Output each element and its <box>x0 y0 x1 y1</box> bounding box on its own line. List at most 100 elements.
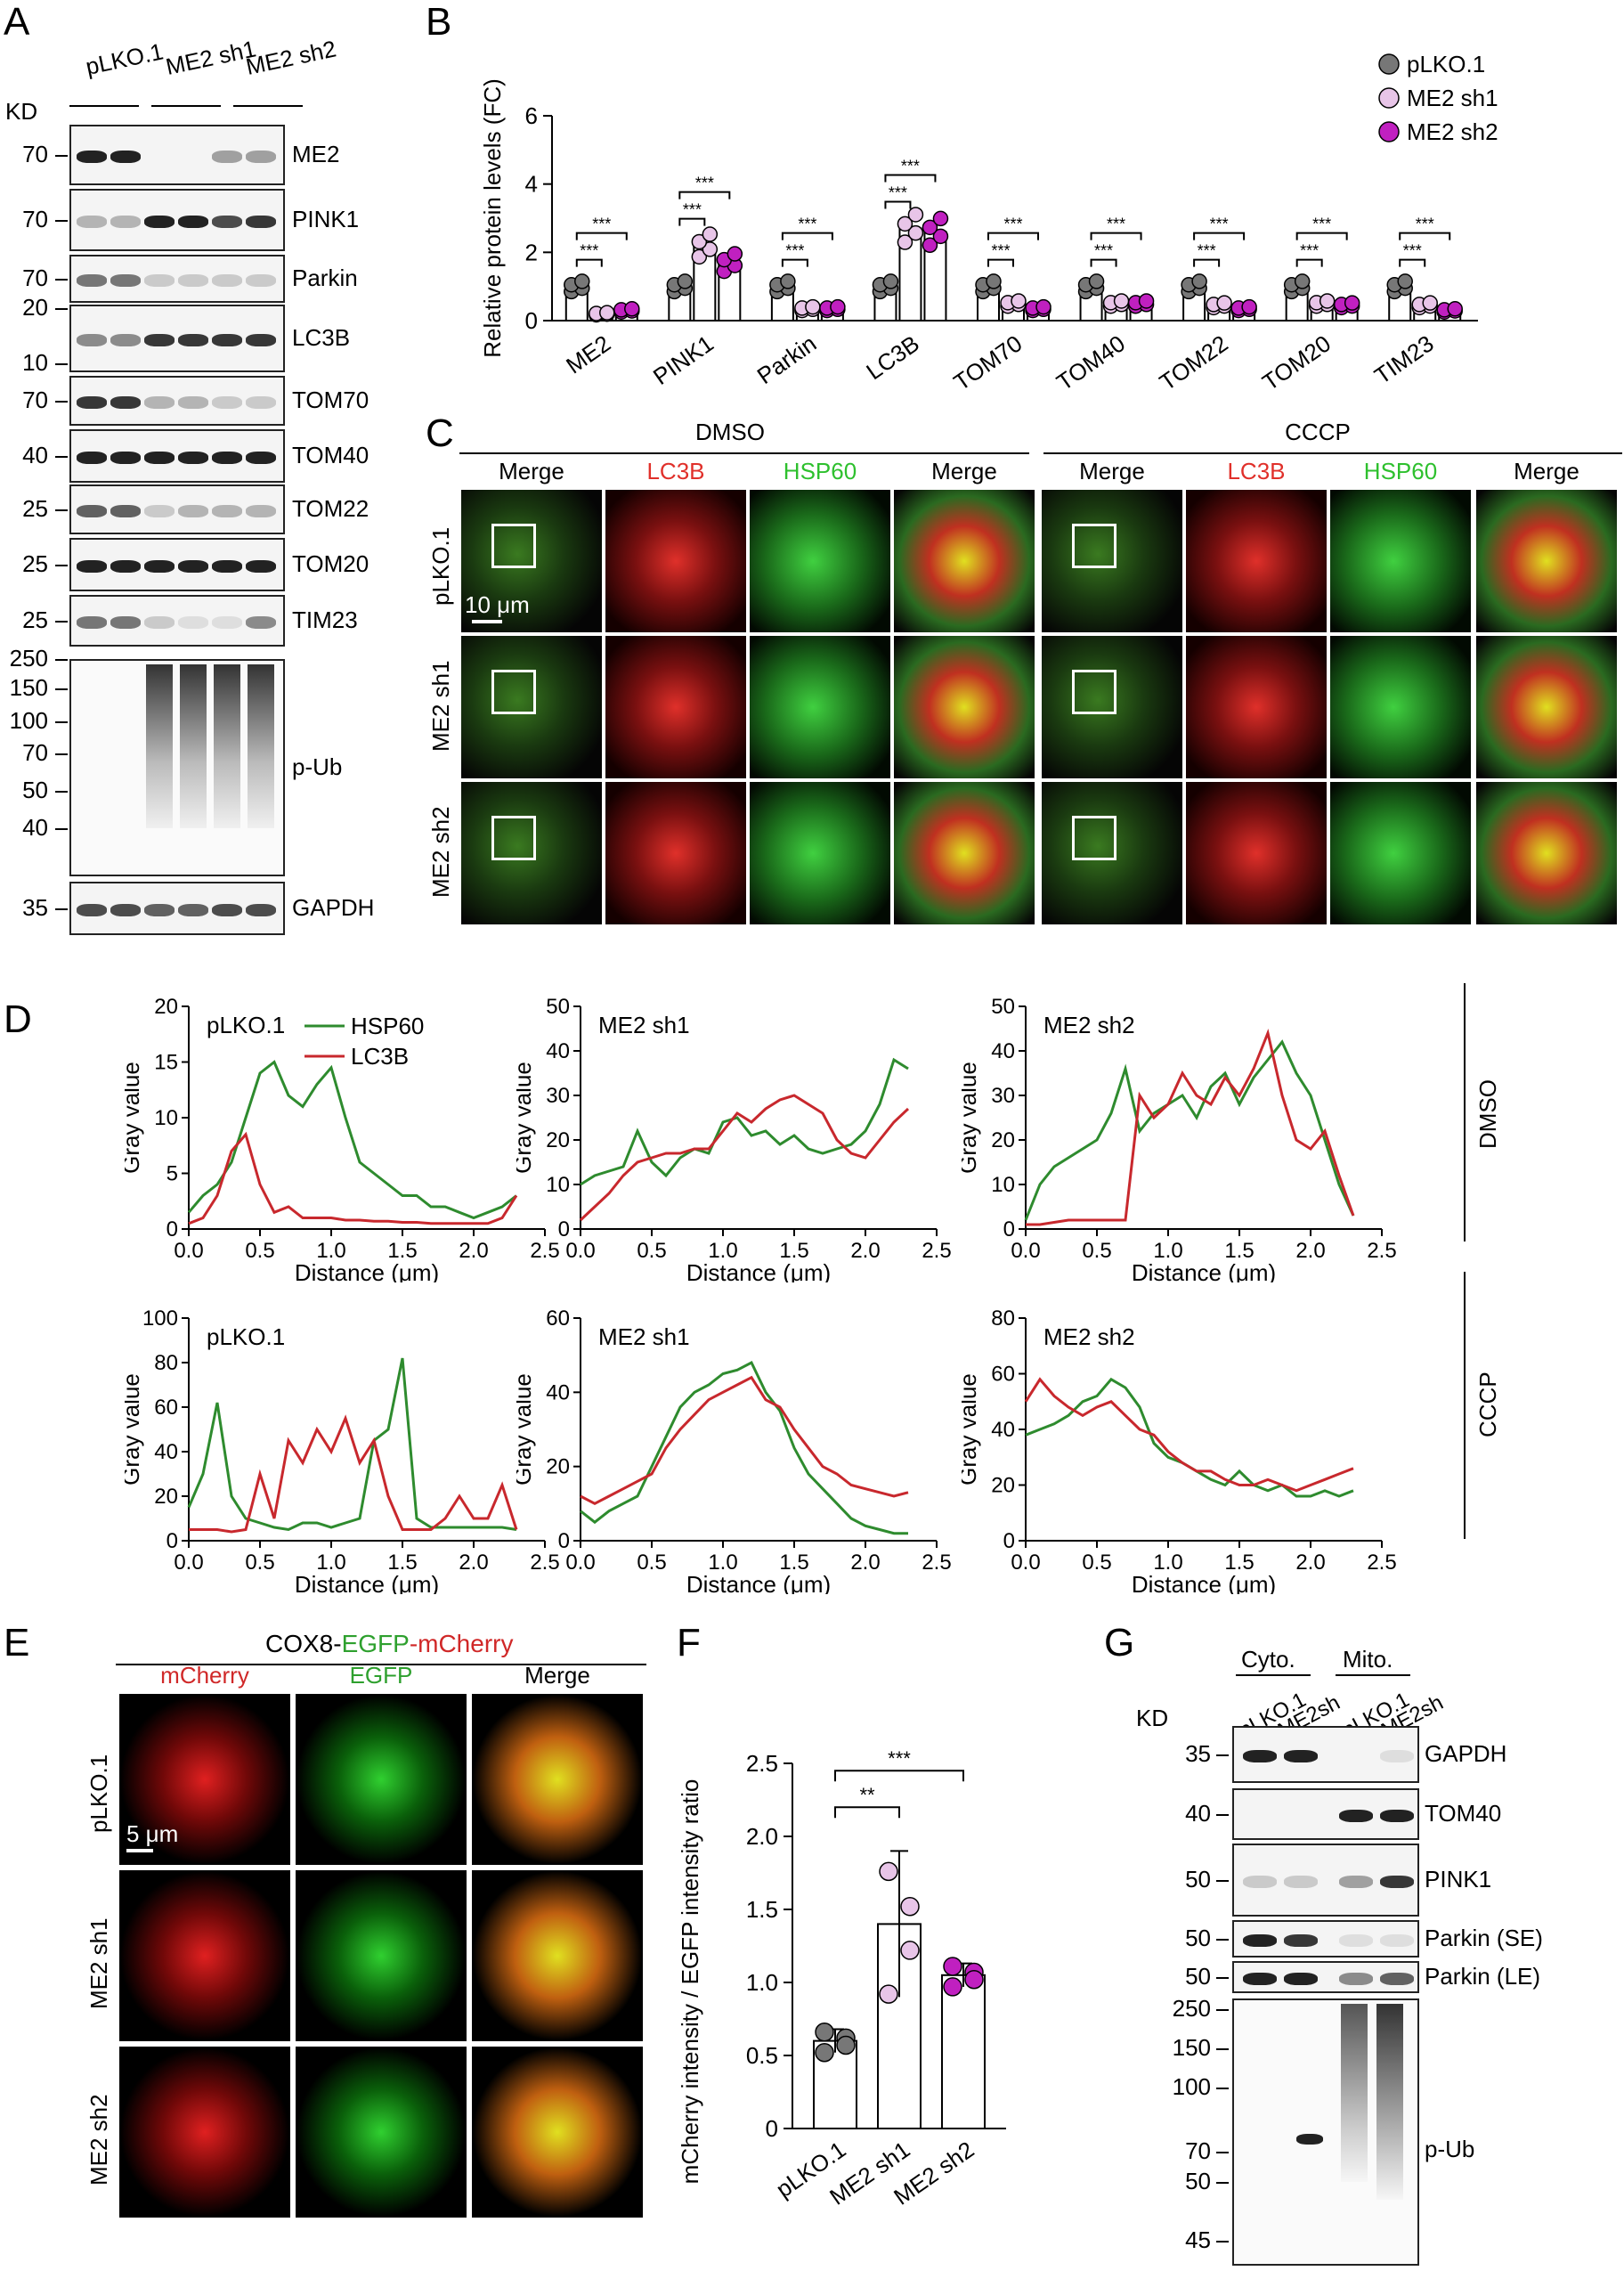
c-image-1-7 <box>1474 634 1619 780</box>
b-sig-stars: *** <box>785 242 804 260</box>
c-group-dmso: DMSO <box>695 419 765 445</box>
kd-label-a: KD <box>5 98 38 125</box>
band-me2-lane-1 <box>77 151 107 163</box>
c-group-rule-cccp <box>1043 452 1622 454</box>
band-pink1-lane-1 <box>77 216 107 228</box>
d-title: pLKO.1 <box>207 1012 285 1038</box>
b-point-ME2-1 <box>599 305 615 321</box>
d-ylabel: Gray value <box>125 1373 144 1486</box>
kd-tick-tom20-0 <box>55 565 68 566</box>
blot-label-me2: ME2 <box>292 141 340 167</box>
c-image-1-4 <box>1040 634 1184 780</box>
g-band-4-lane-2 <box>1284 1973 1318 1985</box>
g-blot-label-3: Parkin (SE) <box>1425 1925 1543 1951</box>
b-sig-bracket <box>1090 232 1142 240</box>
panel-label-e: E <box>4 1621 30 1665</box>
b-point-LC3B-2 <box>932 210 949 227</box>
g-band-2-lane-4 <box>1380 1876 1414 1888</box>
f-sig-bracket-0 <box>834 1806 900 1819</box>
band-tom40-lane-5 <box>212 452 242 464</box>
band-tom22-lane-1 <box>77 505 107 517</box>
band-pink1-lane-5 <box>212 216 242 228</box>
c-col-title-4: Merge <box>1079 458 1145 484</box>
c-image-2-4 <box>1040 780 1184 926</box>
d-ytick-label: 0 <box>166 1217 178 1241</box>
d-ytick-label: 0 <box>166 1529 178 1553</box>
blot-label-tom20: TOM20 <box>292 550 369 577</box>
e-image-0-1 <box>294 1692 468 1867</box>
f-point-0 <box>815 2042 834 2063</box>
band-tom22-lane-5 <box>212 505 242 517</box>
b-point-LC3B-1 <box>897 216 914 232</box>
band-lc3b-lane-4 <box>178 334 208 346</box>
d-series-hsp60 <box>1025 1377 1354 1498</box>
b-sig-stars: *** <box>1416 216 1434 233</box>
kd-p-ub-100: 100 <box>9 707 48 734</box>
panel-label-f: F <box>677 1621 701 1665</box>
f-ytick-label: 0 <box>766 2115 778 2142</box>
d-ytick-label: 20 <box>991 1474 1015 1498</box>
e-image-2-1 <box>294 2045 468 2219</box>
d-ytick-label: 15 <box>154 1051 178 1075</box>
blot-me2 <box>69 125 285 185</box>
e-row-title-1: ME2 sh1 <box>85 1917 112 2009</box>
d-legend-label-0: HSP60 <box>351 1013 424 1039</box>
b-point-PINK1-0 <box>677 273 694 289</box>
band-parkin-lane-3 <box>144 274 175 287</box>
b-sig-bracket <box>575 258 603 267</box>
b-sig-bracket <box>1193 258 1221 267</box>
e-image-0-2 <box>470 1692 645 1867</box>
band-lc3b-lane-6 <box>246 334 276 346</box>
blot-tom20 <box>69 538 285 591</box>
d-ytick-label: 60 <box>154 1396 178 1420</box>
e-scalebar <box>126 1849 153 1852</box>
c-col-title-3: Merge <box>931 458 997 484</box>
band-tom20-lane-2 <box>110 560 141 573</box>
blot-label-lc3b: LC3B <box>292 324 351 351</box>
e-scalebar-label: 5 μm <box>126 1820 179 1847</box>
b-point-TIM23-2 <box>1447 301 1463 317</box>
d-xlabel: Distance (μm) <box>295 1571 439 1594</box>
pub-smear-lane-6 <box>248 664 274 828</box>
b-point-LC3B-2 <box>922 219 938 236</box>
blot-p-ub <box>69 659 285 876</box>
g-band-4-lane-4 <box>1380 1973 1414 1985</box>
blot-label-tom70: TOM70 <box>292 387 369 413</box>
g-kd-tick-0-0 <box>1216 1754 1229 1756</box>
band-pink1-lane-3 <box>144 216 175 228</box>
g-kd-0-0: 35 <box>1185 1740 1211 1767</box>
b-point-TIM23-0 <box>1397 273 1413 289</box>
kd-tick-parkin-0 <box>55 279 68 281</box>
b-sig-stars: *** <box>1198 242 1216 260</box>
c-zoom-box <box>491 670 536 714</box>
d-xtick-label: 1.5 <box>779 1551 808 1575</box>
b-sig-stars: *** <box>695 175 714 192</box>
d-xtick-label: 2.0 <box>850 1239 880 1263</box>
b-sig-stars: *** <box>1003 216 1022 233</box>
g-group-cyto: Cyto. <box>1241 1646 1295 1673</box>
kd-tick-tom22-0 <box>55 509 68 511</box>
g-kd-5-0: 250 <box>1172 1995 1211 2022</box>
d-series-lc3b <box>1024 1377 1354 1493</box>
c-image-0-7 <box>1474 488 1619 634</box>
d-condition-dmso: DMSO <box>1474 1079 1501 1149</box>
c-image-2-6 <box>1328 780 1473 926</box>
b-xtick-label-TIM23: TIM23 <box>1369 330 1439 389</box>
kd-p-ub-70: 70 <box>22 739 48 766</box>
b-sig-stars: *** <box>1312 216 1331 233</box>
g-kd-tick-5-4 <box>1216 2182 1229 2184</box>
b-ytick-label: 0 <box>525 307 538 334</box>
pub-smear-lane-3 <box>146 664 173 828</box>
panel-e-title: COX8-EGFP-mCherry <box>265 1630 513 1658</box>
blot-label-p-ub: p-Ub <box>292 753 343 780</box>
b-point-TOM20-0 <box>1294 273 1311 289</box>
g-kd-tick-5-1 <box>1216 2048 1229 2050</box>
c-col-title-6: HSP60 <box>1363 458 1438 484</box>
d-legend-label-1: LC3B <box>351 1043 409 1070</box>
panel-f-bar-chart: 0 0.5 1.0 1.5 2.0 2.5 mCherry intensity / EGFP… <box>677 1747 1006 2210</box>
d-xtick-label: 2.5 <box>1367 1239 1396 1263</box>
blot-label-pink1: PINK1 <box>292 206 360 232</box>
kd-tom20-25: 25 <box>22 550 48 577</box>
g-blot-3 <box>1232 1920 1419 1958</box>
d-xtick-label: 0.0 <box>174 1239 203 1263</box>
